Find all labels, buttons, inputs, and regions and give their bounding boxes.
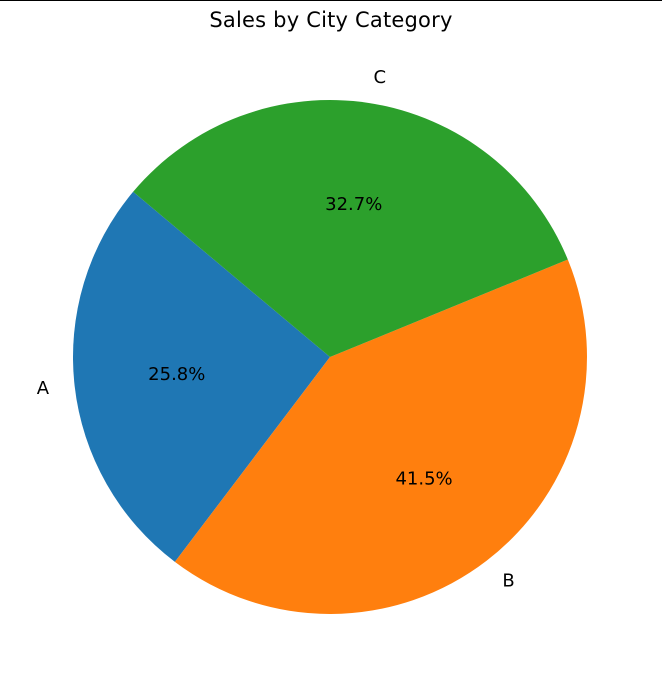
- category-label-b: B: [502, 571, 514, 592]
- pct-label-a: 25.8%: [148, 364, 205, 385]
- chart-title: Sales by City Category: [209, 8, 453, 32]
- pct-label-c: 32.7%: [325, 194, 382, 215]
- pie-slice-a: [73, 191, 330, 562]
- category-label-a: A: [37, 378, 50, 399]
- category-label-c: C: [374, 67, 387, 88]
- pie-slice-c: [133, 100, 568, 358]
- pct-label-b: 41.5%: [395, 469, 452, 490]
- pie-slice-b: [174, 259, 587, 614]
